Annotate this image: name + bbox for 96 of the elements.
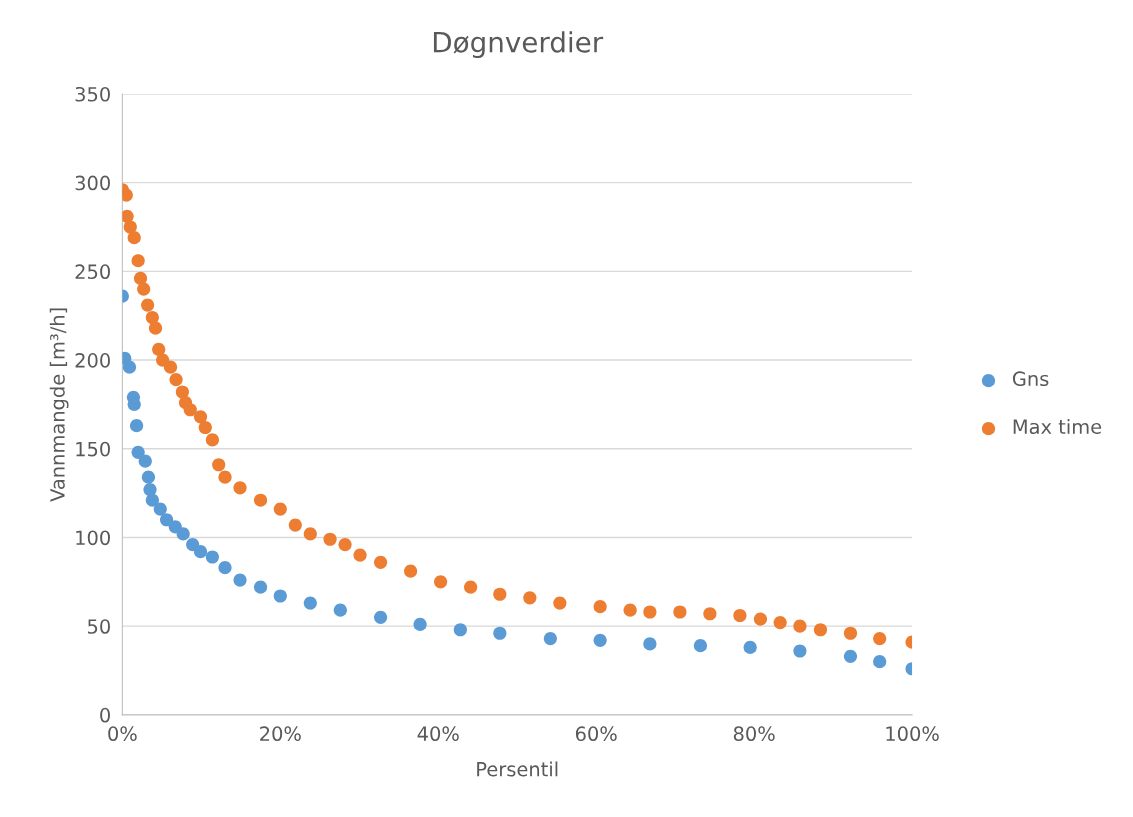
point bbox=[623, 603, 637, 617]
point bbox=[133, 271, 148, 286]
y-tick-label: 100 bbox=[76, 530, 110, 546]
point bbox=[543, 632, 557, 646]
point bbox=[141, 298, 155, 312]
x-tick-label: 20% bbox=[260, 726, 301, 742]
point bbox=[205, 433, 219, 447]
point bbox=[793, 619, 807, 633]
point bbox=[288, 518, 302, 532]
point bbox=[122, 360, 137, 374]
point bbox=[273, 589, 287, 603]
point bbox=[413, 617, 427, 631]
point bbox=[493, 587, 507, 601]
point bbox=[553, 596, 567, 610]
point bbox=[253, 493, 268, 507]
point bbox=[141, 470, 156, 484]
point bbox=[198, 420, 212, 435]
point bbox=[143, 482, 157, 497]
point bbox=[404, 564, 418, 578]
point bbox=[176, 527, 190, 541]
point bbox=[148, 321, 163, 335]
point bbox=[137, 282, 151, 296]
point bbox=[129, 419, 144, 433]
point bbox=[813, 623, 828, 637]
point bbox=[673, 605, 687, 619]
point bbox=[186, 537, 200, 552]
point bbox=[123, 220, 137, 234]
point bbox=[303, 596, 317, 610]
y-tick-label: 50 bbox=[88, 619, 110, 634]
point bbox=[218, 470, 232, 484]
point bbox=[374, 555, 388, 569]
point bbox=[793, 644, 807, 658]
point bbox=[523, 591, 537, 605]
point bbox=[434, 575, 448, 589]
point bbox=[127, 231, 141, 245]
point bbox=[374, 610, 388, 624]
point bbox=[593, 600, 607, 614]
point bbox=[843, 626, 858, 640]
point bbox=[205, 550, 219, 564]
x-axis-title: Persentil bbox=[477, 761, 558, 777]
legend-label: Max time bbox=[1013, 419, 1102, 435]
point bbox=[212, 458, 226, 472]
point bbox=[253, 580, 268, 594]
point bbox=[338, 537, 352, 552]
x-tick-label: 60% bbox=[575, 726, 617, 742]
point bbox=[353, 548, 367, 562]
point bbox=[233, 481, 247, 495]
point bbox=[773, 616, 787, 630]
point bbox=[303, 527, 317, 541]
point bbox=[843, 649, 858, 663]
point bbox=[464, 580, 478, 594]
point bbox=[873, 655, 887, 669]
point bbox=[175, 385, 189, 399]
point bbox=[693, 639, 708, 653]
x-tick-label: 100% bbox=[886, 726, 939, 742]
point bbox=[493, 626, 507, 640]
point bbox=[273, 502, 287, 516]
point bbox=[169, 372, 183, 387]
point bbox=[153, 502, 167, 516]
point bbox=[873, 632, 887, 646]
point bbox=[703, 607, 717, 621]
point bbox=[131, 254, 145, 268]
point bbox=[193, 410, 208, 424]
point bbox=[218, 561, 232, 575]
y-tick-label: 200 bbox=[75, 353, 110, 368]
point bbox=[733, 608, 747, 623]
point bbox=[183, 403, 197, 417]
point bbox=[160, 513, 174, 527]
point bbox=[145, 493, 159, 507]
x-tick-label: 40% bbox=[417, 726, 459, 742]
point bbox=[193, 545, 208, 559]
point bbox=[131, 445, 145, 459]
y-tick-label: 300 bbox=[75, 175, 110, 191]
point bbox=[453, 623, 467, 637]
y-tick-label: 350 bbox=[75, 86, 110, 102]
y-axis-title: Vannmangde [m³/h] bbox=[49, 308, 69, 502]
point bbox=[138, 454, 152, 468]
point bbox=[163, 360, 178, 374]
point bbox=[753, 612, 768, 626]
legend-label: Gns bbox=[1012, 371, 1049, 387]
point bbox=[145, 310, 159, 325]
chart-title: Døgnverdier bbox=[433, 31, 604, 59]
point bbox=[152, 342, 166, 357]
point bbox=[122, 209, 134, 223]
point bbox=[643, 605, 657, 619]
point bbox=[643, 637, 657, 651]
point bbox=[593, 633, 607, 647]
point bbox=[323, 532, 337, 546]
y-tick-label: 0 bbox=[100, 707, 110, 723]
point bbox=[333, 603, 347, 617]
x-tick-label: 0% bbox=[108, 726, 137, 742]
x-tick-label: 80% bbox=[733, 726, 775, 742]
y-tick-label: 150 bbox=[76, 441, 110, 457]
point bbox=[233, 573, 247, 587]
point bbox=[743, 640, 757, 655]
y-tick-label: 250 bbox=[75, 264, 110, 280]
